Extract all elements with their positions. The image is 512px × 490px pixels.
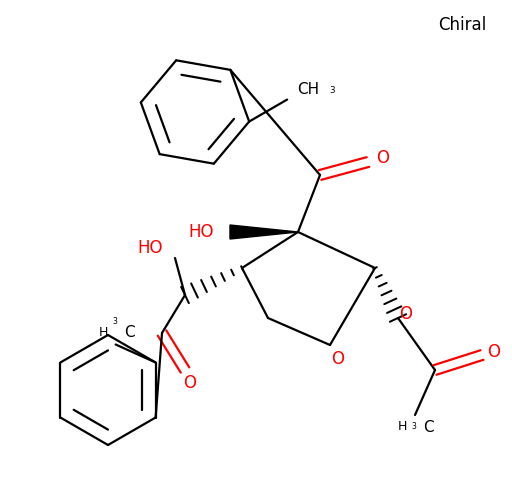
Text: O: O — [331, 350, 345, 368]
Text: O: O — [183, 374, 197, 392]
Text: O: O — [487, 343, 501, 361]
Text: H: H — [98, 326, 108, 339]
Text: H: H — [398, 420, 407, 434]
Text: HO: HO — [188, 223, 214, 241]
Text: $_3$: $_3$ — [411, 421, 417, 433]
Text: $_3$: $_3$ — [329, 83, 336, 96]
Text: C: C — [423, 419, 434, 435]
Text: CH: CH — [297, 82, 319, 97]
Polygon shape — [230, 225, 298, 239]
Text: O: O — [376, 149, 390, 167]
Text: Chiral: Chiral — [438, 16, 486, 34]
Text: C: C — [123, 325, 134, 340]
Text: O: O — [399, 305, 413, 323]
Text: HO: HO — [138, 239, 163, 257]
Text: $_3$: $_3$ — [112, 316, 118, 328]
